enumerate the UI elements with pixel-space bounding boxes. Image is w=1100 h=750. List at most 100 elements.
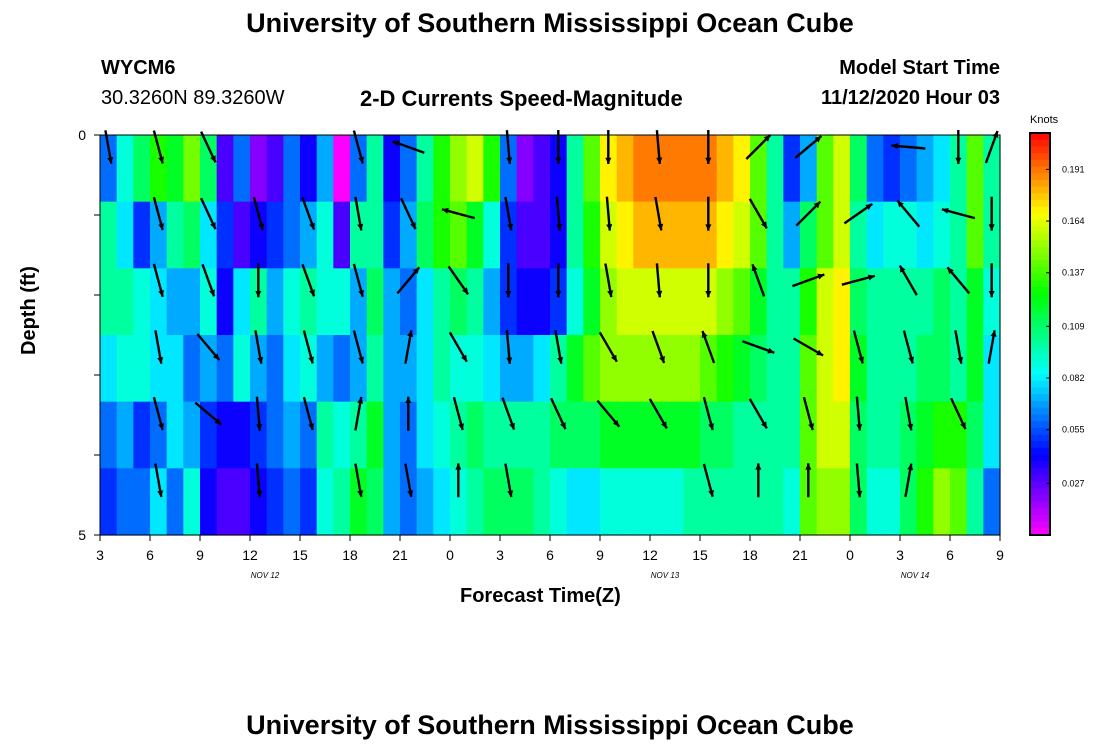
heatmap-cell [583,401,601,469]
colorbar-segment [1030,347,1050,355]
current-arrow [505,129,513,165]
heatmap-cell [283,135,301,203]
heatmap-cell [500,135,518,203]
heatmap-cell [183,135,201,203]
station-coords: 30.3260N 89.3260W [101,87,285,109]
current-arrow [795,200,822,227]
heatmap-cell [350,268,368,336]
colorbar-segment [1030,213,1050,221]
heatmap-cell [300,335,318,403]
heatmap-cell [216,335,234,403]
arrow-head [257,357,264,364]
heatmap-cell [200,268,218,336]
heatmap-cell [966,468,984,536]
colorbar-segment [1030,434,1050,442]
heatmap-cell [683,201,701,269]
arrow-head [813,201,821,209]
current-arrow [196,333,221,361]
heatmap-cell [966,268,984,336]
heatmap-cell [283,468,301,536]
colorbar-segment [1030,441,1050,449]
heatmap-cell [266,468,284,536]
heatmap-cell [450,201,468,269]
heatmap-cell [816,401,834,469]
y-axis-label: Depth (ft) [18,266,40,355]
arrow-head [560,422,566,430]
colorbar-segment [1030,186,1050,194]
colorbar-tick-label: 0.191 [1062,164,1085,174]
arrow-head [856,490,863,498]
arrow-head [763,135,771,142]
heatmap-cell [150,401,168,469]
x-tick-label: 3 [496,547,504,563]
colorbar-tick-label: 0.055 [1062,425,1085,435]
heatmap-cell [783,335,801,403]
current-arrow [152,130,164,164]
current-arrow [598,331,618,363]
colorbar-segment [1030,173,1050,181]
colorbar-segment [1030,159,1050,168]
colorbar-segment [1030,226,1050,235]
current-arrow [354,196,364,231]
plot-title: 2-D Currents Speed-Magnitude [360,86,683,111]
heatmap-cell [483,468,501,536]
current-arrow [955,130,962,164]
heatmap-cell [916,135,934,203]
heatmap-cell [983,335,1001,403]
heatmap-cell [550,135,568,203]
heatmap-cell [200,135,218,203]
heatmap-cell [666,335,684,403]
heatmap-cell [383,201,401,269]
colorbar-frame [1029,132,1051,536]
heatmap-cell [466,335,484,403]
arrow-head [990,330,997,337]
heatmap-cell [233,135,251,203]
colorbar-segment [1030,414,1050,422]
heatmap-cell [600,201,618,269]
colorbar-segment [1030,179,1050,188]
heatmap-cell [633,401,651,469]
arrow-head [255,291,262,298]
current-arrow [201,263,216,297]
heatmap-cell [916,401,934,469]
heatmap-cell [883,468,901,536]
current-arrow [898,265,918,296]
x-tick-label: 0 [446,547,454,563]
heatmap-cell [850,335,868,403]
heatmap-cell [900,201,918,269]
model-start-label: Model Start Time [839,57,1000,79]
heatmap-cell [850,201,868,269]
arrow-head [555,157,562,164]
current-arrow [843,202,873,225]
heatmap-cell [416,201,434,269]
arrow-head [988,224,995,231]
arrow-head [661,421,667,429]
current-arrow [805,463,812,498]
current-arrow [255,463,263,498]
arrow-head [755,463,762,470]
heatmap-cell [966,201,984,269]
arrow-head [407,330,414,337]
colorbar-segment [1030,233,1050,241]
arrow-head [606,224,613,231]
heatmap-cell [550,268,568,336]
colorbar-segment [1030,407,1050,415]
heatmap-cell [416,268,434,336]
arrow-head [458,423,464,431]
heatmap-cell [266,135,284,203]
heatmap-cell [616,468,634,536]
heatmap-cell [166,201,184,269]
arrow-head [659,356,665,363]
heatmap-cell [216,201,234,269]
heatmap-cell [333,135,351,203]
current-arrow [988,196,995,231]
heatmap-cell [433,201,451,269]
heatmap-cell [400,201,418,269]
colorbar-segment [1030,394,1050,402]
current-arrow [748,398,768,429]
heatmap-cell [483,201,501,269]
heatmap-cell [450,268,468,336]
current-arrow [701,330,716,364]
arrow-head [212,353,220,360]
